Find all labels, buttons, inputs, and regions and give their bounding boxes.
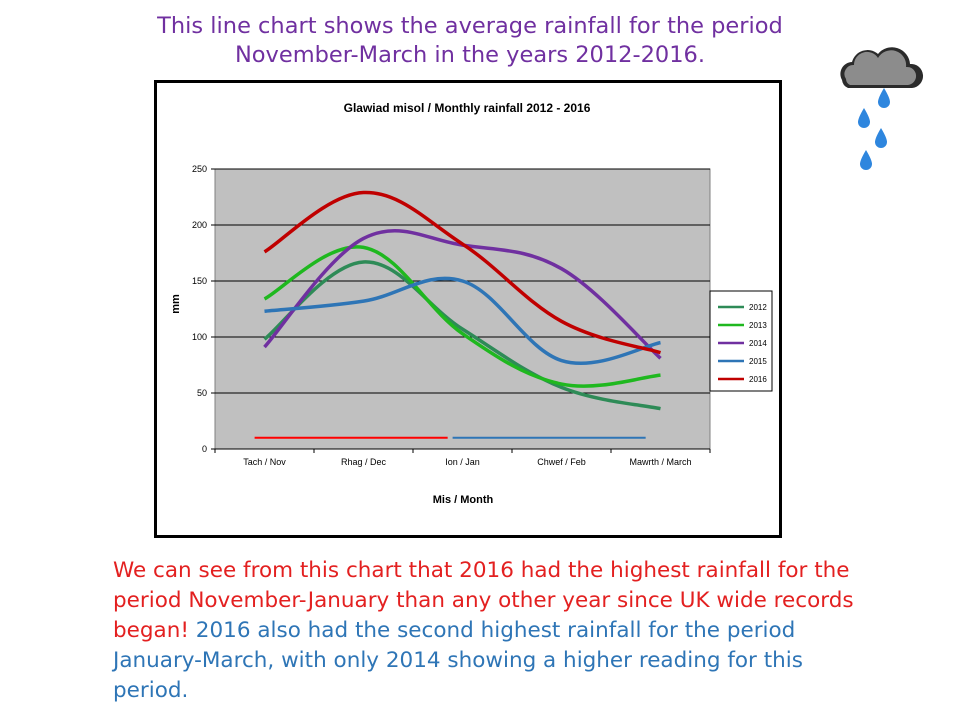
x-tick-label: Tach / Nov — [243, 457, 286, 467]
intro-text: This line chart shows the average rainfa… — [140, 12, 800, 70]
intro-line-1: This line chart shows the average rainfa… — [157, 13, 783, 39]
legend-label-2016: 2016 — [749, 375, 767, 384]
series-line-2012 — [263, 260, 661, 411]
series-line-2013 — [263, 245, 661, 388]
y-tick-label: 250 — [192, 164, 207, 174]
summary-blue-text: 2016 also had the second highest rainfal… — [113, 618, 803, 703]
series-line-2015 — [264, 276, 661, 366]
x-tick-label: Rhag / Dec — [341, 457, 387, 467]
series-line-2016 — [263, 190, 662, 355]
legend-label-2015: 2015 — [749, 357, 767, 366]
raindrop-icon — [860, 150, 872, 170]
rainfall-line-chart: Glawiad misol / Monthly rainfall 2012 - … — [170, 101, 773, 506]
x-tick-label: Ion / Jan — [445, 457, 480, 467]
x-tick-label: Chwef / Feb — [537, 457, 586, 467]
chart-frame: Glawiad misol / Monthly rainfall 2012 - … — [154, 80, 782, 538]
y-tick-label: 50 — [197, 388, 207, 398]
y-axis-label: mm — [170, 294, 182, 314]
summary-text: We can see from this chart that 2016 had… — [113, 556, 873, 706]
legend-label-2014: 2014 — [749, 339, 767, 348]
series-lines — [263, 190, 662, 411]
x-axis-ticks: Tach / Nov Rhag / Dec Ion / Jan Chwef / Feb… — [214, 449, 711, 467]
y-tick-label: 0 — [202, 444, 207, 454]
chart-title: Glawiad misol / Monthly rainfall 2012 - … — [344, 101, 591, 115]
summary-red-text: We can see from this chart that 2016 had… — [113, 558, 854, 643]
x-tick-label: Mawrth / March — [629, 457, 691, 467]
legend-label-2013: 2013 — [749, 321, 767, 330]
y-tick-label: 150 — [192, 276, 207, 286]
legend: 2012 2013 2014 2015 2016 — [709, 290, 773, 392]
y-tick-label: 200 — [192, 220, 207, 230]
x-axis-label: Mis / Month — [433, 494, 494, 506]
intro-line-2: November-March in the years 2012-2016. — [234, 42, 706, 68]
raindrop-icon — [875, 128, 887, 148]
raindrop-icon — [878, 88, 890, 108]
rain-cloud-icon — [840, 47, 924, 170]
y-tick-label: 100 — [192, 332, 207, 342]
y-axis-ticks: 0 50 100 150 200 250 — [192, 164, 215, 454]
raindrop-icon — [858, 108, 870, 128]
cloud-icon — [840, 47, 924, 88]
legend-label-2012: 2012 — [749, 303, 767, 312]
